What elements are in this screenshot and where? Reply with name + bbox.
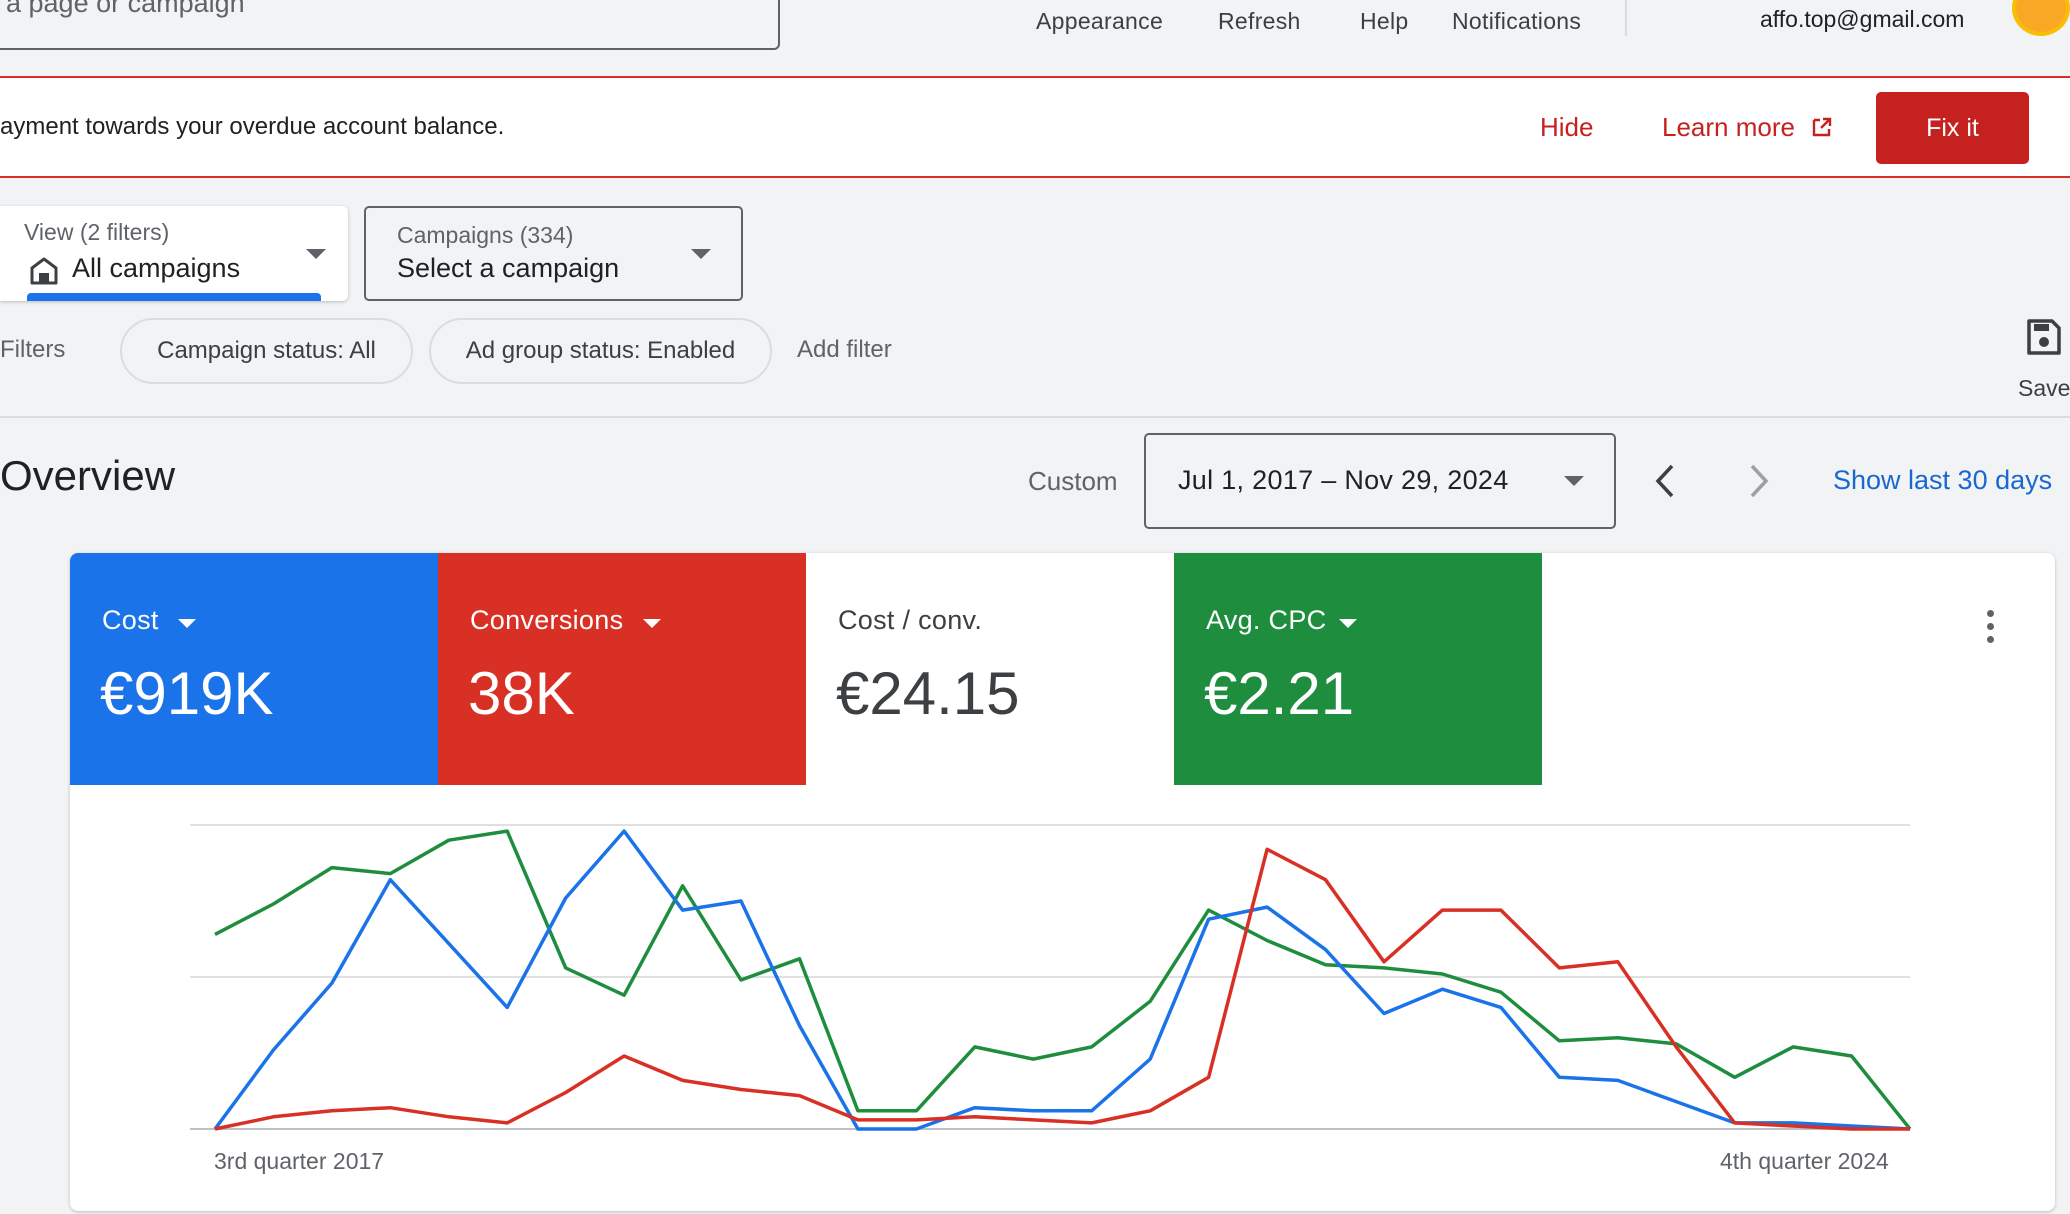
metric-label: Cost / conv. (838, 605, 983, 635)
save-icon[interactable] (2026, 318, 2062, 356)
store-icon (30, 257, 58, 285)
metric-value: €2.21 (1204, 660, 1355, 727)
metric-tile-cost-per-conv[interactable]: Cost / conv. €24.15 (806, 553, 1174, 785)
campaign-selector-value: Select a campaign (397, 253, 620, 283)
metric-tile-avg-cpc[interactable]: Avg. CPC €2.21 (1174, 553, 1542, 785)
view-selector-sublabel: View (2 filters) (24, 219, 170, 245)
chevron-right-icon[interactable] (1746, 462, 1772, 500)
fix-it-button[interactable]: Fix it (1876, 92, 2029, 164)
series-line-cost (213, 829, 1911, 1131)
view-selector-indicator (27, 293, 321, 301)
refresh-link[interactable]: Refresh (1218, 8, 1301, 34)
metric-label: Cost (102, 605, 159, 635)
divider (0, 416, 2070, 418)
campaign-selector-sublabel: Campaigns (334) (397, 222, 574, 248)
metric-label: Conversions (470, 605, 624, 635)
notifications-link[interactable]: Notifications (1452, 8, 1582, 34)
campaign-selector[interactable] (364, 206, 743, 301)
chevron-down-icon[interactable] (1339, 619, 1357, 628)
view-selector-value: All campaigns (72, 253, 241, 283)
metric-value: 38K (468, 660, 575, 727)
x-axis-end-label: 4th quarter 2024 (1720, 1148, 1889, 1174)
show-last-30-days-link[interactable]: Show last 30 days (1833, 465, 2053, 495)
filters-label: Filters (0, 336, 66, 363)
more-options-icon[interactable] (1987, 610, 1994, 617)
date-range-value: Jul 1, 2017 – Nov 29, 2024 (1178, 465, 1509, 495)
chevron-left-icon[interactable] (1652, 462, 1678, 500)
external-link-icon (1812, 117, 1832, 137)
search-box[interactable] (0, 0, 780, 50)
more-options-icon[interactable] (1987, 623, 1994, 630)
more-options-icon[interactable] (1987, 636, 1994, 643)
account-email[interactable]: affo.top@gmail.com (1760, 6, 1965, 32)
learn-more-link[interactable]: Learn more (1662, 112, 1795, 142)
add-filter-button[interactable]: Add filter (797, 336, 892, 363)
banner-message: ayment towards your overdue account bala… (0, 113, 505, 140)
metric-label: Avg. CPC (1206, 605, 1327, 635)
hide-button[interactable]: Hide (1540, 112, 1594, 142)
metric-tile-cost[interactable]: Cost €919K (70, 553, 438, 785)
save-label[interactable]: Save (2018, 375, 2070, 401)
campaign-status-chip[interactable]: Campaign status: All (120, 318, 413, 384)
overdue-banner (0, 76, 2070, 178)
metric-value: €919K (100, 660, 274, 727)
topbar-divider (1625, 0, 1627, 36)
chevron-down-icon (1564, 476, 1584, 486)
x-axis-start-label: 3rd quarter 2017 (214, 1148, 385, 1174)
page-title: Overview (0, 452, 176, 499)
chevron-down-icon (691, 249, 711, 259)
chevron-down-icon[interactable] (178, 619, 196, 628)
metric-value: €24.15 (836, 660, 1020, 727)
view-selector[interactable] (0, 206, 348, 301)
search-placeholder: a page or campaign (6, 0, 245, 18)
date-range-picker[interactable] (1144, 433, 1616, 529)
series-line-conversions (214, 847, 1910, 1131)
ad-group-status-chip[interactable]: Ad group status: Enabled (429, 318, 772, 384)
series-line-avg-cpc (214, 829, 1912, 1131)
chevron-down-icon[interactable] (643, 619, 661, 628)
help-link[interactable]: Help (1360, 8, 1409, 34)
metric-tile-conversions[interactable]: Conversions 38K (438, 553, 806, 785)
chevron-down-icon (306, 249, 326, 259)
date-range-type: Custom (1028, 466, 1118, 496)
appearance-link[interactable]: Appearance (1036, 8, 1164, 34)
